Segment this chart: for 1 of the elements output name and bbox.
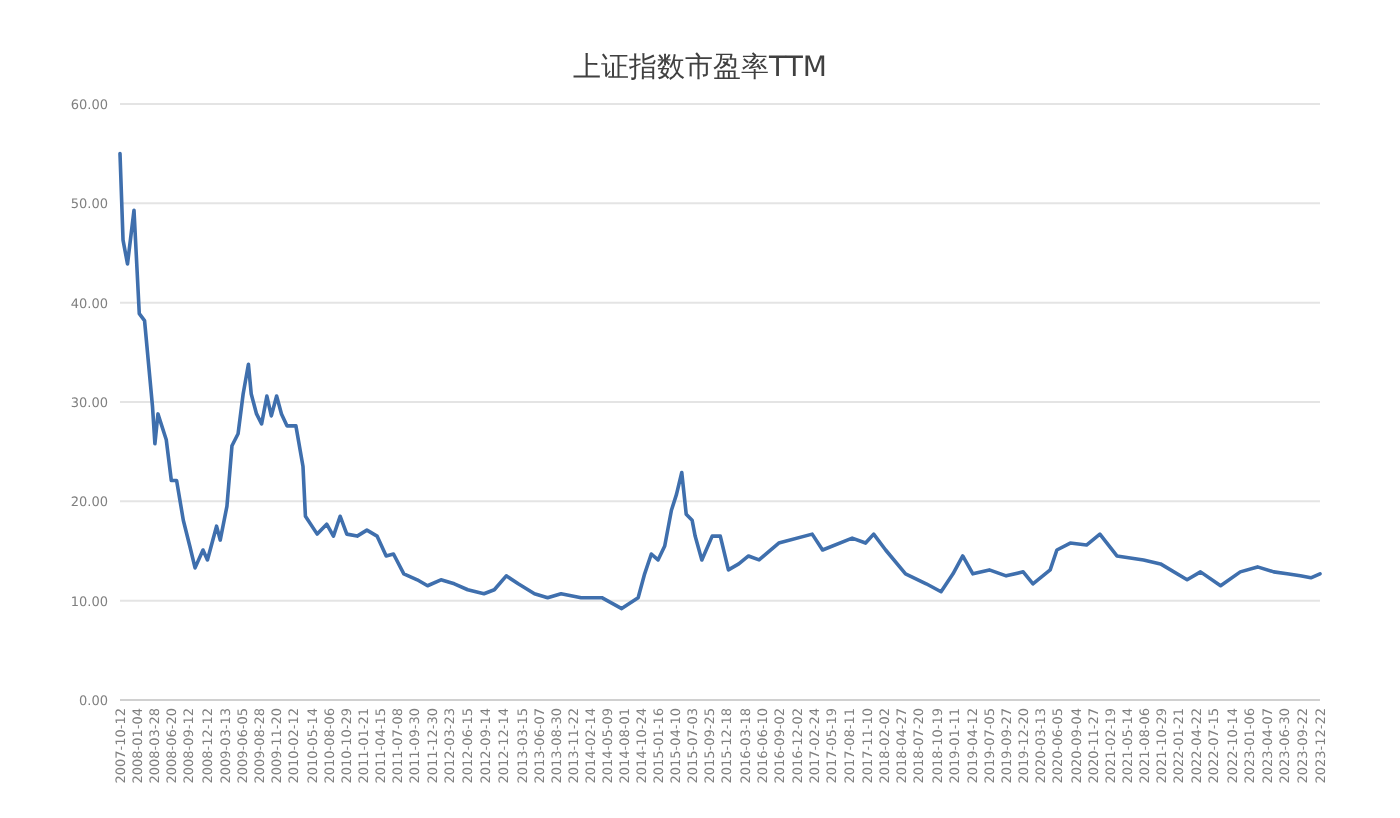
chart-title: 上证指数市盈率TTM [573,52,827,84]
